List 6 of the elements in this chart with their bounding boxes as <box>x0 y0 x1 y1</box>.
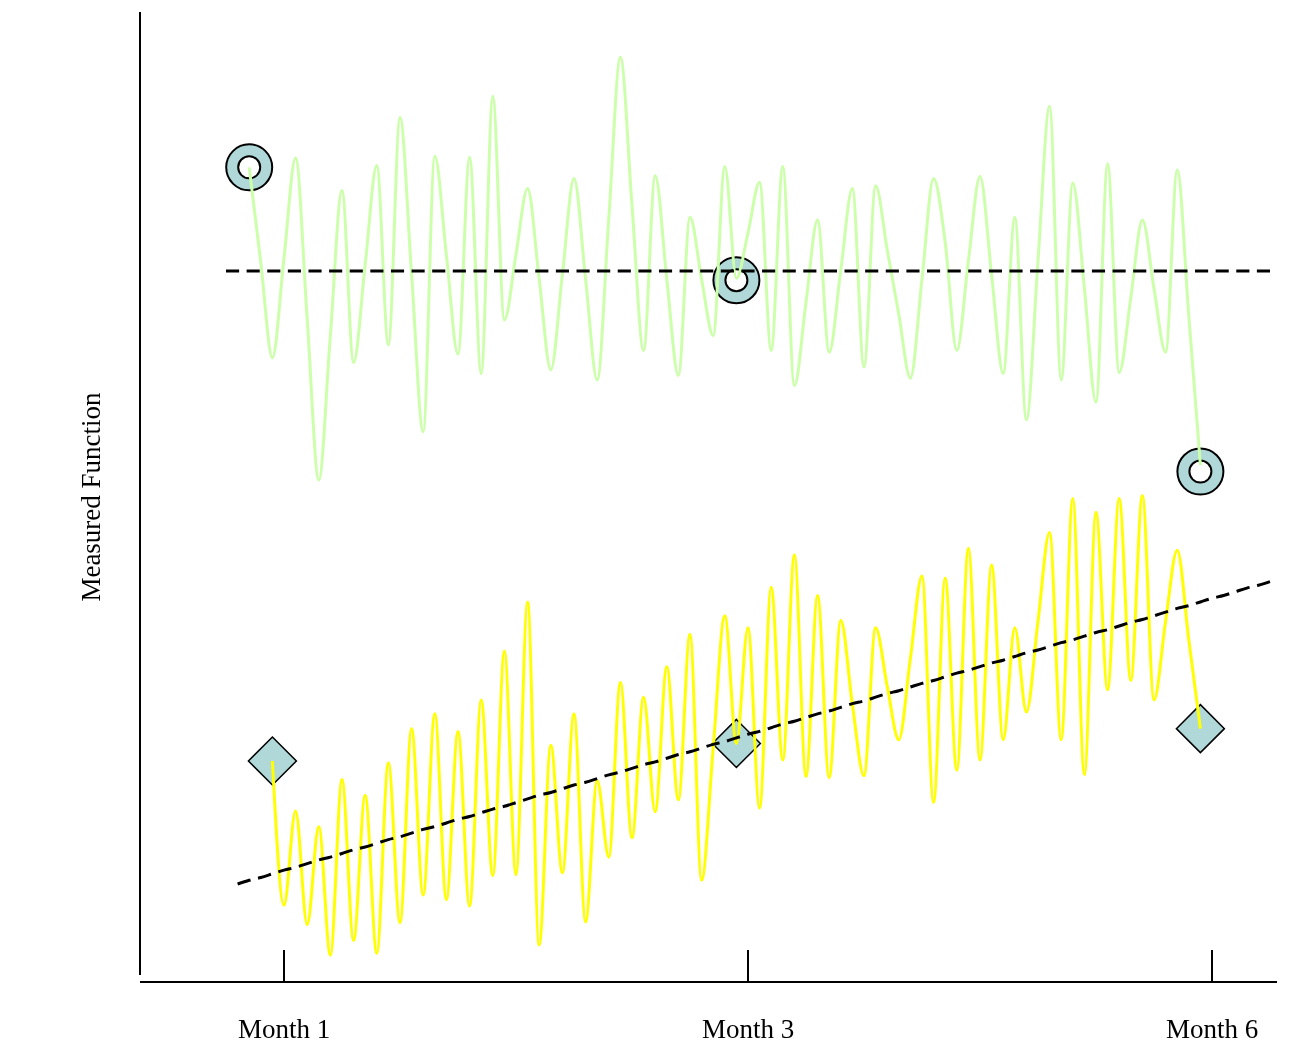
x-tick-label: Month 6 <box>1165 1014 1259 1042</box>
point <box>1175 703 1226 754</box>
x-tick-label: Month 3 <box>701 1014 795 1042</box>
y-axis-title: Measured Function <box>76 391 106 602</box>
point <box>247 736 298 786</box>
x-tick-label: Month 1 <box>237 1014 331 1042</box>
